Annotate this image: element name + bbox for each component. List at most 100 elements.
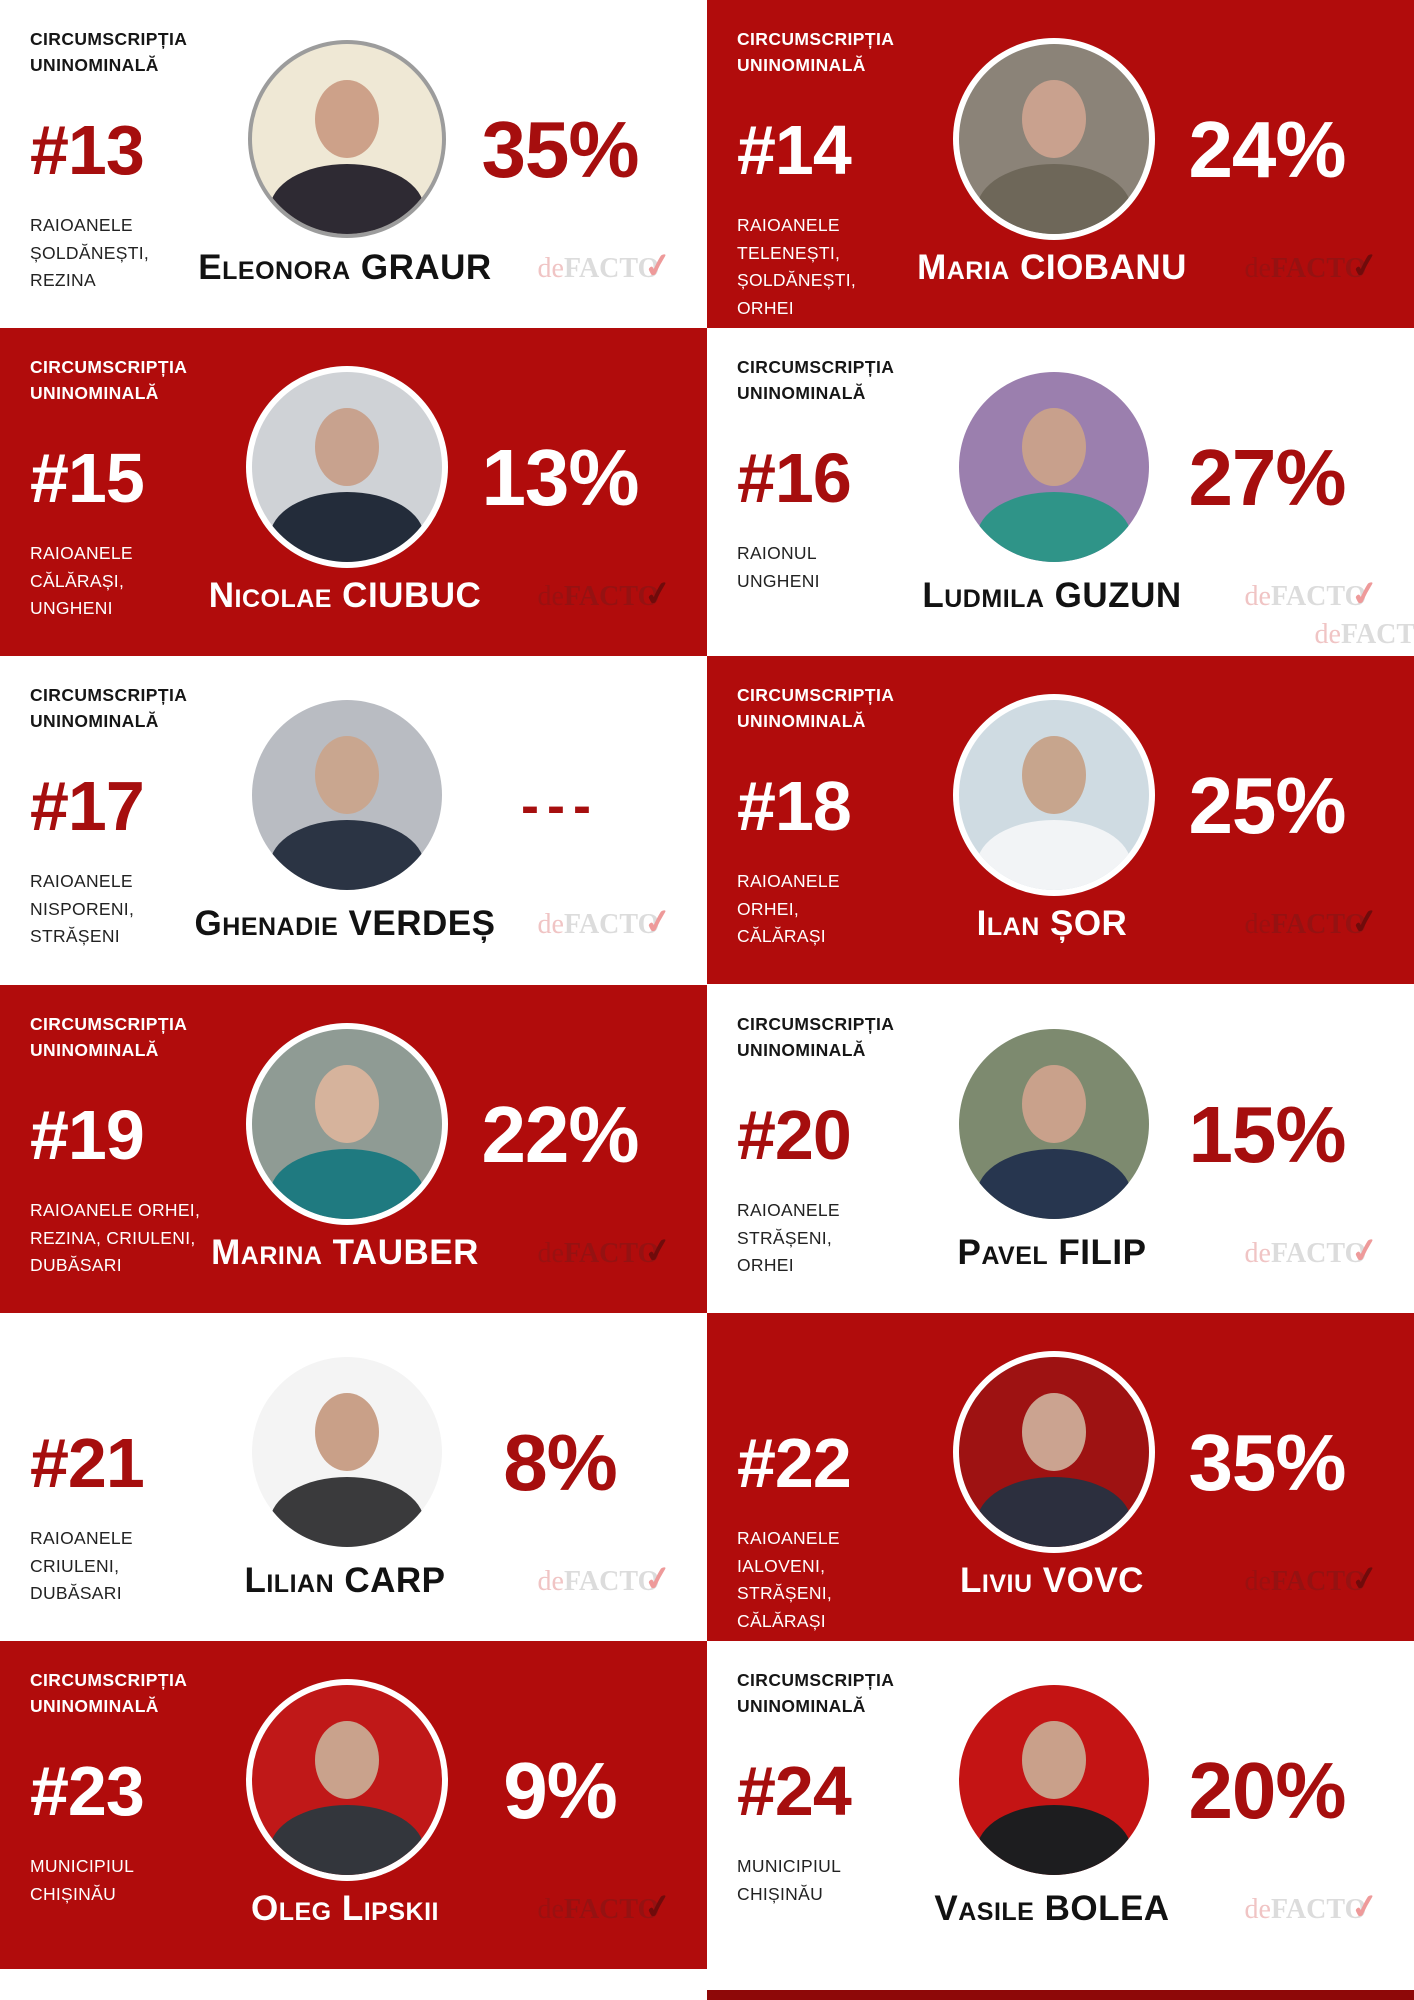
district-number: #19	[30, 1096, 145, 1174]
card-header-line: CIRCUMSCRIPȚIA	[737, 685, 895, 705]
defacto-watermark-de: de	[1244, 1238, 1271, 1269]
card-header-line: CIRCUMSCRIPȚIA	[30, 1670, 188, 1690]
card-header: CIRCUMSCRIPȚIA UNINOMINALĂ	[737, 682, 987, 734]
checkmark-icon: ✓	[641, 574, 676, 615]
photo-silhouette-body	[270, 820, 424, 890]
district-region-line: REZINA, CRIULENI,	[30, 1227, 196, 1248]
card-header: CIRCUMSCRIPȚIA UNINOMINALĂ	[737, 354, 987, 406]
card-header: CIRCUMSCRIPȚIA UNINOMINALĂ	[737, 1667, 987, 1719]
district-region-line: NISPORENI,	[30, 898, 135, 919]
defacto-watermark: deFACTO✓	[490, 902, 720, 943]
photo-silhouette-body	[977, 164, 1131, 234]
card-header-line: UNINOMINALĂ	[737, 1040, 866, 1060]
result-percent: 15%	[1188, 1090, 1346, 1179]
district-region-line: RAIOANELE	[737, 871, 840, 891]
defacto-watermark: deFACTO✓	[1197, 574, 1414, 615]
candidate-card-22: #22 RAIOANELE IALOVENI, STRĂȘENI, CĂLĂRAȘI …	[707, 1313, 1414, 1641]
candidate-name: Nicolae CIUBUC	[208, 576, 482, 615]
defacto-watermark-de: de	[1314, 619, 1341, 650]
defacto-watermark: deFACTO✓	[1197, 1231, 1414, 1272]
district-number: #20	[737, 1096, 852, 1174]
district-regions: RAIOANELE ORHEI, REZINA, CRIULENI, DUBĂSAR…	[30, 1197, 280, 1280]
defacto-watermark-facto: FACTO	[563, 1566, 660, 1597]
card-header: CIRCUMSCRIPȚIA UNINOMINALĂ	[30, 26, 280, 78]
photo-silhouette-head	[315, 1393, 379, 1471]
card-header-line: UNINOMINALĂ	[30, 383, 159, 403]
card-header: CIRCUMSCRIPȚIA UNINOMINALĂ	[737, 26, 987, 78]
candidate-name: Ilan ȘOR	[976, 904, 1128, 943]
card-header: CIRCUMSCRIPȚIA UNINOMINALĂ	[30, 1667, 280, 1719]
defacto-watermark-facto: FACTO	[563, 909, 660, 940]
defacto-watermark-de: de	[1244, 909, 1271, 940]
card-header-line: UNINOMINALĂ	[737, 711, 866, 731]
district-region-line: RAIOANELE	[737, 215, 840, 235]
candidate-card-20: CIRCUMSCRIPȚIA UNINOMINALĂ #20 RAIOANELE S…	[707, 985, 1414, 1313]
district-region-line: CRIULENI,	[30, 1555, 120, 1576]
photo-silhouette-head	[315, 736, 379, 814]
district-regions: RAIOANELE IALOVENI, STRĂȘENI, CĂLĂRAȘI	[737, 1525, 987, 1635]
district-region-line: CĂLĂRAȘI	[737, 926, 826, 946]
card-header-line: CIRCUMSCRIPȚIA	[30, 29, 188, 49]
defacto-watermark-facto: FACTO	[1270, 1894, 1367, 1925]
checkmark-icon: ✓	[1348, 246, 1383, 287]
candidate-name: Eleonora GRAUR	[198, 248, 492, 287]
checkmark-icon: ✓	[641, 246, 676, 287]
defacto-watermark: deFACTO✓	[490, 1887, 720, 1928]
card-header-line: CIRCUMSCRIPȚIA	[30, 1014, 188, 1034]
result-percent: 35%	[481, 105, 639, 194]
checkmark-icon: ✓	[1348, 1887, 1383, 1928]
candidate-photo	[252, 700, 442, 890]
card-header-line: UNINOMINALĂ	[30, 55, 159, 75]
photo-silhouette-head	[315, 408, 379, 486]
candidate-photo	[252, 1029, 442, 1219]
district-number: #14	[737, 111, 852, 189]
result-percent: 22%	[481, 1090, 639, 1179]
candidate-name: Lilian CARP	[244, 1561, 446, 1600]
photo-silhouette-body	[270, 492, 424, 562]
defacto-watermark-de: de	[1244, 1894, 1271, 1925]
candidate-card-18: CIRCUMSCRIPȚIA UNINOMINALĂ #18 RAIOANELE O…	[707, 656, 1414, 984]
card-header-line: UNINOMINALĂ	[30, 1040, 159, 1060]
card-header: CIRCUMSCRIPȚIA UNINOMINALĂ	[30, 354, 280, 406]
defacto-watermark-facto: FACTO	[1270, 1238, 1367, 1269]
result-percent: 20%	[1188, 1746, 1346, 1835]
defacto-watermark-facto: FACTO	[1270, 909, 1367, 940]
district-region-line: UNGHENI	[30, 598, 113, 618]
district-region-line: ȘOLDĂNEȘTI,	[30, 242, 150, 263]
district-region-line: MUNICIPIUL	[30, 1856, 135, 1876]
defacto-watermark: deFACTO✓	[1197, 246, 1414, 287]
district-region-line: STRĂȘENI	[30, 926, 120, 946]
defacto-watermark: deFACTO✓	[1197, 1559, 1414, 1600]
result-percent: 8%	[503, 1418, 618, 1507]
defacto-watermark-de: de	[537, 1238, 564, 1269]
photo-silhouette-head	[315, 80, 379, 158]
district-region-line: CHIȘINĂU	[737, 1883, 824, 1904]
district-region-line: STRĂȘENI,	[737, 1227, 833, 1248]
district-regions: RAIONUL UNGHENI	[737, 540, 987, 595]
card-header-line: UNINOMINALĂ	[737, 1696, 866, 1716]
defacto-watermark-facto: FACTO	[563, 1894, 660, 1925]
photo-silhouette-head	[315, 1065, 379, 1143]
photo-silhouette-body	[977, 1477, 1131, 1547]
card-header-line: CIRCUMSCRIPȚIA	[30, 685, 188, 705]
district-region-line: ORHEI	[737, 1255, 794, 1275]
candidate-photo	[252, 1685, 442, 1875]
card-header-line: CIRCUMSCRIPȚIA	[737, 357, 895, 377]
card-header-line: CIRCUMSCRIPȚIA	[737, 1014, 895, 1034]
district-region-line: DUBĂSARI	[30, 1255, 122, 1275]
district-number: #15	[30, 439, 145, 517]
photo-silhouette-head	[1022, 1393, 1086, 1471]
candidate-photo	[252, 1357, 442, 1547]
card-header: CIRCUMSCRIPȚIA UNINOMINALĂ	[30, 1011, 280, 1063]
district-region-line: RAIOANELE	[30, 543, 133, 563]
defacto-watermark-facto: FACTO	[1340, 619, 1414, 650]
card-header-line: UNINOMINALĂ	[737, 383, 866, 403]
district-region-line: DUBĂSARI	[30, 1583, 122, 1603]
district-number: #22	[737, 1424, 852, 1502]
candidate-name: Marina TAUBER	[211, 1233, 479, 1272]
result-percent: 24%	[1188, 105, 1346, 194]
district-number: #21	[30, 1424, 145, 1502]
candidate-photo	[252, 44, 442, 234]
defacto-watermark-de: de	[537, 909, 564, 940]
district-region-line: RAIONUL	[737, 543, 817, 563]
